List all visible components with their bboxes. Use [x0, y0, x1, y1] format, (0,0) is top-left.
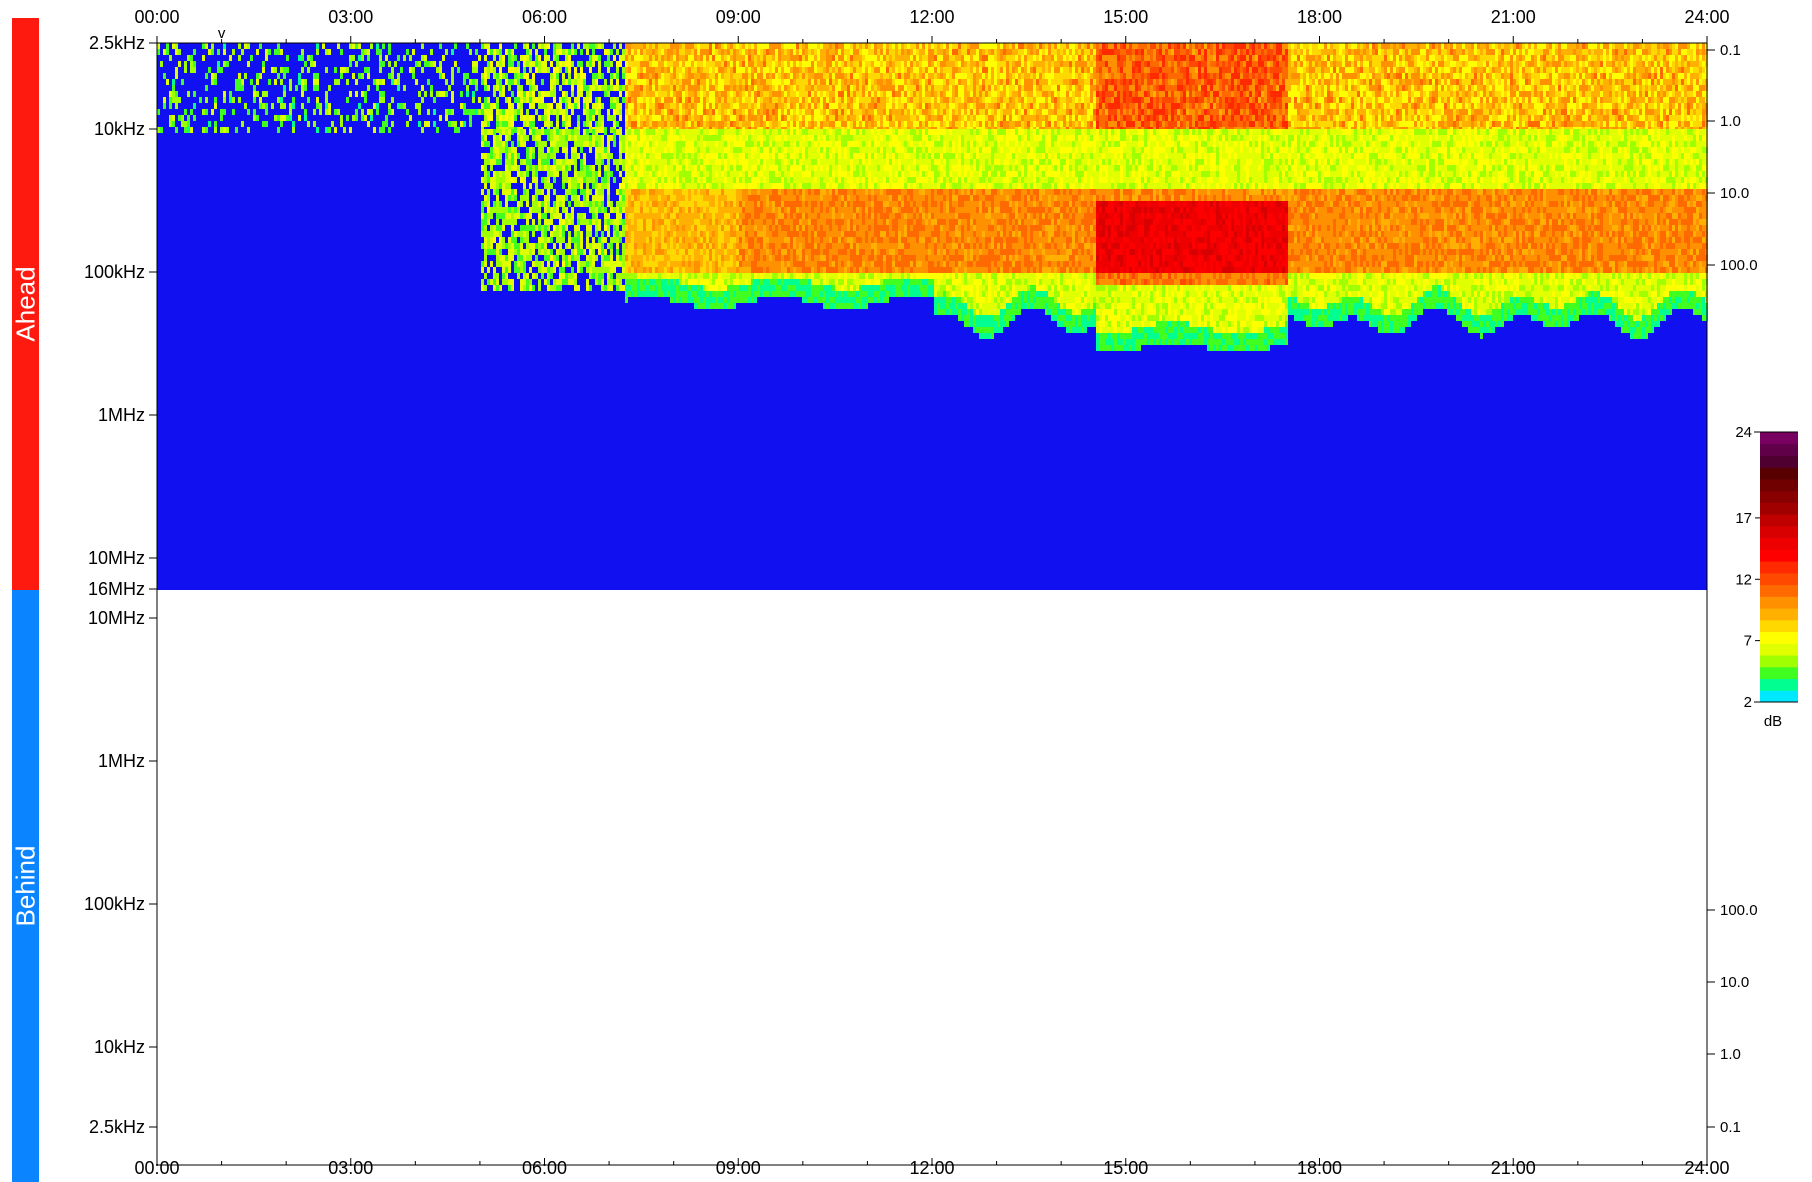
x-tick-label-top: 15:00 [1103, 7, 1148, 27]
behind-right-tick-label: 100.0 [1720, 902, 1758, 919]
behind-panel-bar: Behind [10, 590, 40, 1182]
colorbar-swatch [1760, 678, 1798, 691]
behind-right-tick-label: 0.1 [1720, 1119, 1741, 1136]
colorbar-swatch [1760, 608, 1798, 621]
x-tick-label-bottom: 12:00 [909, 1158, 954, 1178]
colorbar-swatch [1760, 525, 1798, 539]
x-tick-label-top: 18:00 [1297, 7, 1342, 27]
colorbar-tick-label: 2 [1744, 694, 1752, 711]
ahead-right-tick-label: 1.0 [1720, 113, 1741, 130]
colorbar-swatch [1760, 631, 1798, 644]
x-tick-label-top: 12:00 [909, 7, 954, 27]
colorbar-swatch [1760, 490, 1798, 503]
x-tick-label-top: 06:00 [522, 7, 567, 27]
x-tick-label-top: 21:00 [1491, 7, 1536, 27]
x-tick-label-top: 00:00 [134, 7, 179, 27]
ahead-panel-bar: Ahead [10, 18, 40, 590]
ahead-y-tick-label: 2.5kHz [89, 33, 145, 53]
x-tick-label-bottom: 18:00 [1297, 1158, 1342, 1178]
colorbar-tick-label: 7 [1744, 633, 1752, 650]
ahead-spectrogram [157, 43, 1708, 590]
x-tick-label-top: 09:00 [716, 7, 761, 27]
colorbar [1760, 432, 1798, 703]
colorbar-swatch [1760, 467, 1798, 480]
colorbar-swatch [1760, 432, 1798, 445]
x-tick-label-top: 24:00 [1684, 7, 1729, 27]
colorbar-swatch [1760, 455, 1798, 468]
x-tick-label-bottom: 06:00 [522, 1158, 567, 1178]
behind-y-tick-label: 10kHz [94, 1037, 145, 1057]
colorbar-swatch [1760, 443, 1798, 456]
x-tick-label-top: 03:00 [328, 7, 373, 27]
colorbar-swatch [1760, 572, 1798, 586]
colorbar-swatch [1760, 596, 1798, 609]
colorbar-swatch [1760, 655, 1798, 668]
ahead-intensity-cells [157, 43, 1708, 351]
x-tick-label-bottom: 09:00 [716, 1158, 761, 1178]
colorbar-swatch [1760, 666, 1798, 680]
behind-y-tick-label: 100kHz [84, 894, 145, 914]
colorbar-tick-label: 17 [1735, 510, 1752, 527]
x-tick-label-bottom: 24:00 [1684, 1158, 1729, 1178]
colorbar-swatch [1760, 502, 1798, 515]
colorbar-unit-label: dB [1764, 713, 1782, 730]
ahead-y-tick-label: 10MHz [88, 548, 145, 568]
x-tick-label-bottom: 15:00 [1103, 1158, 1148, 1178]
ahead-y-tick-label: 16MHz [88, 579, 145, 599]
ahead-right-tick-label: 10.0 [1720, 185, 1749, 202]
colorbar-tick-label: 12 [1735, 571, 1752, 588]
colorbar-swatch [1760, 619, 1798, 633]
colorbar-swatch [1760, 514, 1798, 527]
x-tick-label-bottom: 00:00 [134, 1158, 179, 1178]
x-tick-label-bottom: 03:00 [328, 1158, 373, 1178]
colorbar-swatch [1760, 643, 1798, 656]
colorbar-swatch [1760, 537, 1798, 550]
ahead-y-tick-label: 100kHz [84, 262, 145, 282]
colorbar-swatch [1760, 690, 1798, 703]
colorbar-swatch [1760, 549, 1798, 562]
colorbar-swatch [1760, 478, 1798, 492]
colorbar-tick-label: 24 [1735, 424, 1752, 441]
colorbar-swatch [1760, 584, 1798, 597]
x-tick-label-bottom: 21:00 [1491, 1158, 1536, 1178]
behind-right-tick-label: 1.0 [1720, 1046, 1741, 1063]
colorbar-swatch [1760, 561, 1798, 574]
ahead-y-tick-label: 1MHz [98, 405, 145, 425]
ahead-right-tick-label: 0.1 [1720, 42, 1741, 59]
behind-y-tick-label: 2.5kHz [89, 1117, 145, 1137]
ahead-y-tick-label: 10kHz [94, 119, 145, 139]
behind-y-tick-label: 10MHz [88, 608, 145, 628]
behind-y-tick-label: 1MHz [98, 751, 145, 771]
behind-right-tick-label: 10.0 [1720, 974, 1749, 991]
time-marker: v [218, 25, 226, 42]
ahead-right-tick-label: 100.0 [1720, 257, 1758, 274]
